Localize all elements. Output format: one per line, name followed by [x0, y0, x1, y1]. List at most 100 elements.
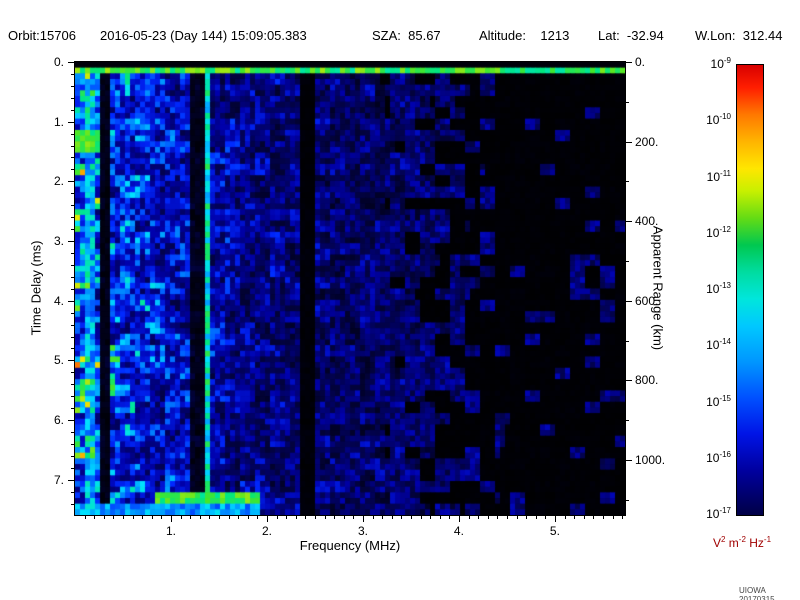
x-axis-minor-tick — [497, 516, 499, 519]
y-axis-minor-tick — [71, 276, 74, 278]
header-west-longitude: W.Lon: 312.44 — [695, 28, 783, 43]
right-axis-tick — [626, 141, 632, 143]
colorbar-tick-label: 10-11 — [706, 168, 731, 184]
x-axis-minor-tick — [295, 516, 297, 519]
colorbar-tick-label: 10-9 — [710, 56, 731, 72]
x-axis-tick-label: 3. — [357, 524, 368, 538]
header-altitude: Altitude: 1213 — [479, 28, 570, 43]
y-axis-tick-label: 2. — [53, 174, 64, 189]
right-axis-minor-tick — [626, 340, 629, 342]
x-axis-minor-tick — [180, 516, 182, 519]
x-axis-tick — [170, 516, 172, 522]
colorbar-tick-label: 10-13 — [706, 281, 731, 297]
x-axis-minor-tick — [468, 516, 470, 519]
x-axis-tick-label: 1. — [165, 524, 176, 538]
x-axis-minor-tick — [276, 516, 278, 519]
x-axis-tick — [362, 516, 364, 522]
x-axis-tick — [266, 516, 268, 522]
right-axis-tick-label: 200. — [635, 134, 659, 149]
x-axis-title: Frequency (MHz) — [299, 538, 401, 553]
y-axis-minor-tick — [71, 252, 74, 254]
y-axis-tick — [68, 479, 74, 481]
y-axis-tick — [68, 300, 74, 302]
y-axis-minor-tick — [71, 157, 74, 159]
y-axis-tick-label: 6. — [53, 413, 64, 428]
y-axis-minor-tick — [71, 443, 74, 445]
y-axis-minor-tick — [71, 324, 74, 326]
right-axis-minor-tick — [626, 260, 629, 262]
y-axis-minor-tick — [71, 288, 74, 290]
right-axis-minor-tick — [626, 499, 629, 501]
x-axis-minor-tick — [113, 516, 115, 519]
x-axis-minor-tick — [430, 516, 432, 519]
x-axis-tick-label: 2. — [261, 524, 272, 538]
x-axis-minor-tick — [314, 516, 316, 519]
x-axis-minor-tick — [199, 516, 201, 519]
y-axis-minor-tick — [71, 264, 74, 266]
x-axis-minor-tick — [574, 516, 576, 519]
y-axis-minor-tick — [71, 348, 74, 350]
spectrogram-canvas — [75, 62, 625, 515]
y-axis-tick — [68, 121, 74, 123]
header-sza: SZA: 85.67 — [372, 28, 441, 43]
y-axis-minor-tick — [71, 205, 74, 207]
x-axis-tick — [458, 516, 460, 522]
right-axis-tick — [626, 300, 632, 302]
x-axis-minor-tick — [161, 516, 163, 519]
x-axis-tick-label: 5. — [549, 524, 560, 538]
x-axis-minor-tick — [103, 516, 105, 519]
y-axis-tick-label: 3. — [53, 234, 64, 249]
y-axis-minor-tick — [71, 169, 74, 171]
y-axis-minor-tick — [71, 73, 74, 75]
colorbar-tick-label: 10-10 — [706, 112, 731, 128]
x-axis-minor-tick — [602, 516, 604, 519]
plot-frame — [74, 61, 626, 516]
x-axis-minor-tick — [449, 516, 451, 519]
y-axis-minor-tick — [71, 491, 74, 493]
y-axis-tick — [68, 62, 74, 63]
x-axis-minor-tick — [535, 516, 537, 519]
x-axis-minor-tick — [478, 516, 480, 519]
right-axis-minor-tick — [626, 420, 629, 422]
right-axis-minor-tick — [626, 181, 629, 183]
right-axis-tick — [626, 380, 632, 382]
y-axis-minor-tick — [71, 408, 74, 410]
y-axis-tick-label: 5. — [53, 353, 64, 368]
colorbar-tick-label: 10-14 — [706, 337, 731, 353]
y-axis-minor-tick — [71, 217, 74, 219]
x-axis-minor-tick — [142, 516, 144, 519]
right-axis-minor-tick — [626, 101, 629, 103]
colorbar-units-label: V2 m-2 Hz-1 — [712, 535, 772, 551]
x-axis-minor-tick — [257, 516, 259, 519]
y-axis-minor-tick — [71, 396, 74, 398]
right-axis-tick-label: 0. — [635, 55, 646, 69]
y-axis-minor-tick — [71, 432, 74, 434]
x-axis-minor-tick — [506, 516, 508, 519]
credit-watermark: UIOWA 20170315 — [739, 586, 775, 600]
y-axis-minor-tick — [71, 336, 74, 338]
colorbar-tick-label: 10-12 — [706, 224, 731, 240]
x-axis-minor-tick — [305, 516, 307, 519]
x-axis-minor-tick — [228, 516, 230, 519]
x-axis-minor-tick — [516, 516, 518, 519]
x-axis-minor-tick — [612, 516, 614, 519]
y-axis-tick — [68, 181, 74, 183]
y-axis-minor-tick — [71, 384, 74, 386]
colorbar-tick-label: 10-17 — [706, 506, 731, 522]
header-latitude: Lat: -32.94 — [598, 28, 664, 43]
x-axis-tick-label: 4. — [453, 524, 464, 538]
y-axis-tick — [68, 241, 74, 243]
y-axis-tick-label: 1. — [53, 114, 64, 129]
x-axis-minor-tick — [343, 516, 345, 519]
x-axis-minor-tick — [545, 516, 547, 519]
x-axis-minor-tick — [487, 516, 489, 519]
x-axis-tick — [554, 516, 556, 522]
right-axis-tick — [626, 221, 632, 223]
x-axis-minor-tick — [84, 516, 86, 519]
x-axis-minor-tick — [526, 516, 528, 519]
x-axis-minor-tick — [247, 516, 249, 519]
y-axis-minor-tick — [71, 145, 74, 147]
x-axis-minor-tick — [132, 516, 134, 519]
y-axis-minor-tick — [71, 133, 74, 135]
y-axis-minor-tick — [71, 372, 74, 374]
